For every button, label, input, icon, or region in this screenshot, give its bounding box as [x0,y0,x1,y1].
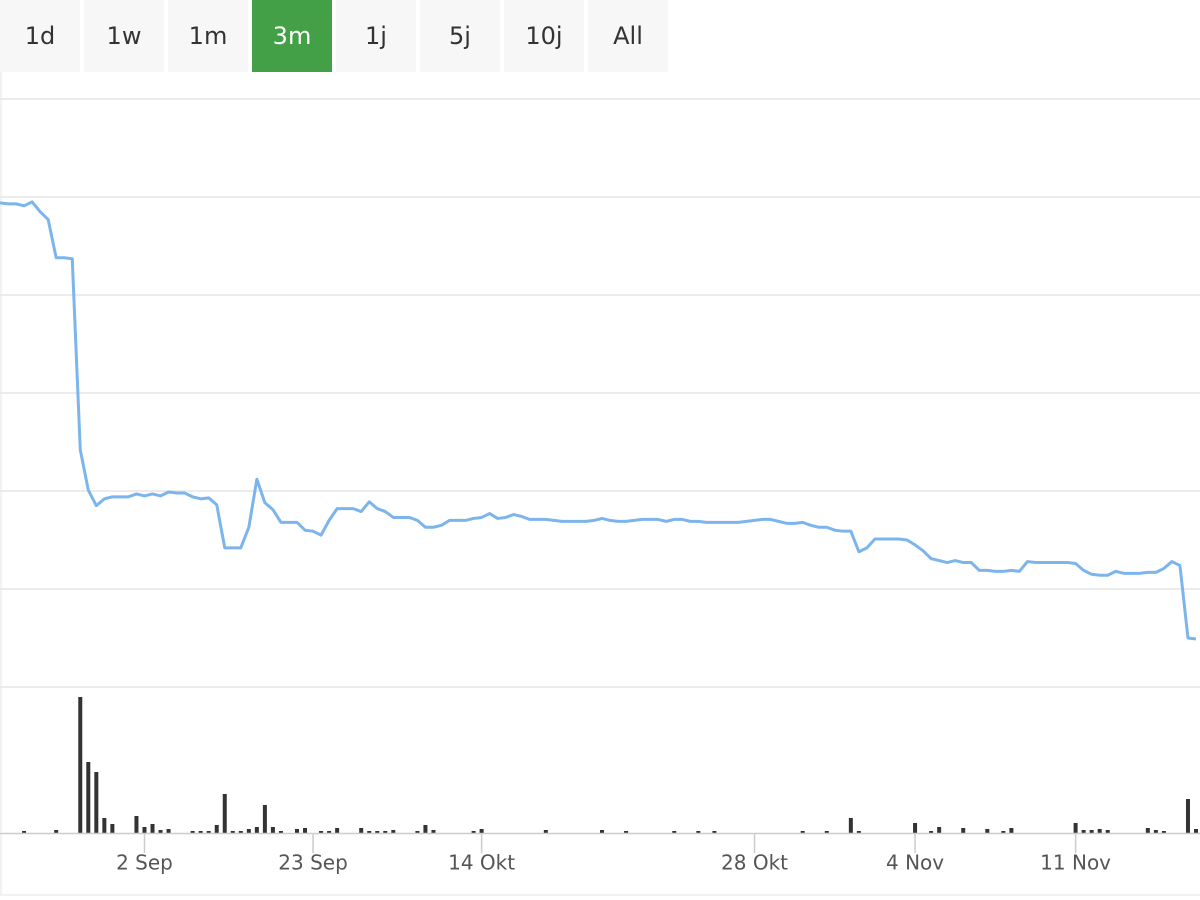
volume-bar [22,831,27,833]
range-button[interactable] [420,0,500,72]
volume-bar [214,825,219,833]
volume-bar [800,831,805,833]
x-tick-label: 28 Okt [721,851,788,875]
volume-bar [278,831,283,833]
volume-bar [1089,830,1094,833]
volume-bar [198,831,203,833]
volume-bar [848,818,853,833]
x-tick-label: 4 Nov [886,851,944,875]
range-button[interactable] [84,0,164,72]
volume-bar [929,831,934,833]
volume-bar [479,829,484,833]
volume-bar [222,794,227,833]
volume-bar [624,831,629,833]
volume-bar [78,697,83,833]
volume-bar [327,831,332,833]
volume-bar [150,824,155,833]
volume-bar [246,829,251,833]
volume-bar [262,805,267,833]
volume-bar [383,831,388,833]
range-button-label[interactable]: 3m [273,22,312,50]
volume-bar [335,828,340,833]
volume-bar [696,831,701,833]
volume-bar [254,827,259,833]
range-button-label[interactable]: 1d [25,22,56,50]
volume-bar [712,831,717,833]
volume-bar [142,827,147,833]
volume-bar [423,825,428,833]
range-button-label[interactable]: 1m [189,22,228,50]
volume-bar [1097,829,1102,833]
volume-bar [1105,830,1110,833]
volume-bar [86,762,91,833]
volume-bar [672,831,677,833]
volume-bar [294,829,299,833]
volume-bar [1185,799,1190,833]
volume-bar [134,816,139,833]
range-button[interactable] [588,0,668,72]
volume-bar [1153,830,1158,833]
volume-bar [1001,831,1006,833]
volume-bar [359,828,364,833]
volume-bar [471,831,476,833]
volume-bar [230,831,235,833]
volume-bar [110,824,115,833]
volume-bar [319,831,324,833]
volume-bar [391,830,396,833]
volume-bar [1161,831,1166,833]
volume-bar [367,831,372,833]
range-button[interactable] [504,0,584,72]
range-button-label[interactable]: 10j [525,22,562,50]
volume-bar [961,828,966,833]
volume-bar [190,831,195,833]
volume-bar [166,829,171,833]
x-tick-label: 23 Sep [278,851,348,875]
volume-bar [238,831,243,833]
range-button[interactable] [168,0,248,72]
volume-bar [600,830,605,833]
volume-bar [937,827,942,833]
volume-bar [1194,829,1198,833]
volume-bar [206,831,211,833]
volume-bar [158,830,163,833]
volume-bar [913,823,918,833]
volume-bar [415,831,420,833]
volume-bar [303,828,308,833]
range-button[interactable] [0,0,80,72]
volume-bar [94,772,99,833]
volume-bar [824,831,829,833]
volume-bar [985,829,990,833]
range-button-label[interactable]: All [613,22,643,50]
volume-bar [1009,828,1014,833]
price-line [0,200,1197,641]
range-button-label[interactable]: 1j [365,22,387,50]
volume-bar [1145,828,1150,833]
volume-bar [856,831,861,833]
range-button[interactable] [252,0,332,72]
range-button[interactable] [336,0,416,72]
volume-bar [1081,830,1086,833]
volume-bar [1073,823,1078,833]
x-tick-label: 14 Okt [448,851,515,875]
volume-bar [270,827,275,833]
volume-bar [431,830,436,833]
volume-bar [54,830,59,833]
volume-bar [375,831,380,833]
x-tick-label: 2 Sep [116,851,173,875]
x-tick-label: 11 Nov [1040,851,1111,875]
volume-bar [102,818,107,833]
volume-bar [543,830,548,833]
range-button-label[interactable]: 5j [449,22,471,50]
range-button-label[interactable]: 1w [107,22,142,50]
